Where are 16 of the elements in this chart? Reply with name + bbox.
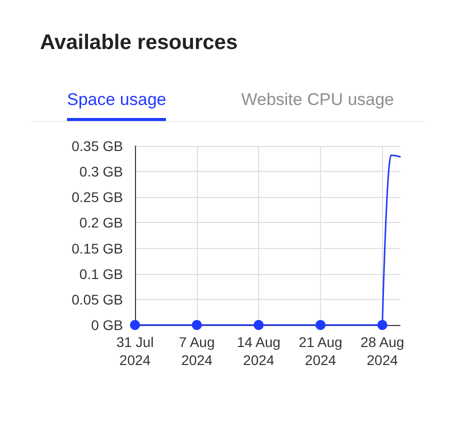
y-tick-label: 0.25 GB [72,189,123,206]
x-tick-label: 28 Aug 2024 [360,334,404,368]
chart-subtitle: Space usage [67,88,166,121]
y-tick-label: 0.1 GB [79,266,123,282]
y-tick-label: 0.05 GB [72,291,123,308]
y-tick-label: 0.15 GB [72,240,123,256]
x-tick-label: 14 Aug 2024 [236,334,280,368]
y-tick-label: 0 GB [91,317,123,333]
y-tick-label: 0.35 GB [72,138,123,154]
text: Website CPU usage [241,89,394,111]
y-tick-label: 0.3 GB [79,164,123,180]
x-tick-label: 7 Aug 2024 [178,334,215,368]
chart-title: Available resources [40,30,238,56]
x-tick-label: 31 Jul 2024 [116,334,154,368]
x-tick-label: 21 Aug 2024 [298,334,342,368]
y-tick-label: 0.2 GB [79,214,123,231]
